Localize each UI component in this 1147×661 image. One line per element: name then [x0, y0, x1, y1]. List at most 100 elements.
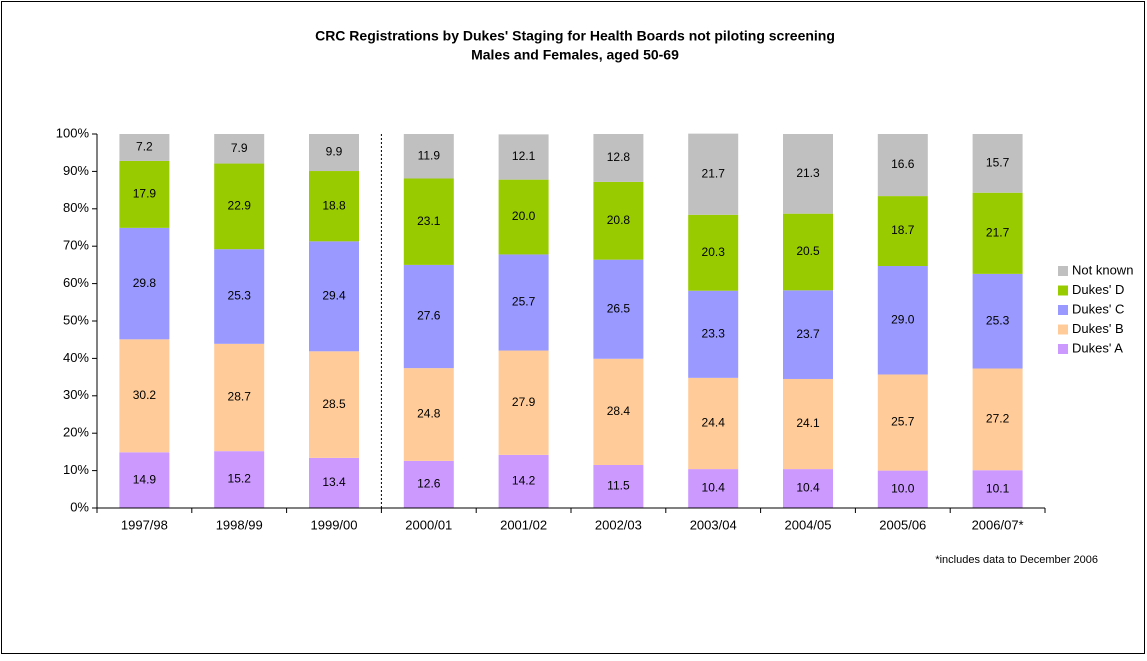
chart-subtitle: Males and Females, aged 50-69: [471, 47, 679, 63]
data-label: 20.5: [796, 244, 820, 258]
bar-segment: [498, 254, 549, 351]
data-label: 27.9: [512, 395, 536, 409]
x-tick-label: 2000/01: [405, 517, 452, 532]
bar-segment: [403, 460, 454, 508]
bar-segment: [783, 290, 833, 379]
bar-segment: [783, 213, 833, 291]
data-label: 23.3: [702, 326, 726, 340]
bar-segment: [119, 227, 170, 340]
bar-segment: [309, 351, 359, 458]
data-label: 11.5: [607, 479, 630, 493]
bar-segment: [119, 339, 170, 453]
x-tick-label: 2004/05: [785, 517, 832, 532]
data-label: 22.9: [228, 199, 252, 213]
bar-segment: [214, 343, 265, 452]
data-label: 10.0: [891, 481, 915, 495]
bar-segment: [972, 470, 1023, 508]
bar-segment: [593, 464, 644, 508]
y-tick-label: 90%: [63, 163, 89, 178]
bar-segment: [593, 181, 644, 260]
bar-segment: [403, 178, 454, 265]
bar-segment: [119, 160, 170, 228]
legend-label: Dukes' A: [1072, 340, 1123, 355]
data-label: 17.9: [133, 187, 157, 201]
chart-title: CRC Registrations by Dukes' Staging for …: [315, 28, 835, 44]
data-label: 20.0: [512, 209, 536, 223]
bar-segment: [972, 368, 1023, 471]
y-tick-label: 50%: [63, 312, 89, 327]
data-label: 12.6: [417, 477, 441, 491]
bar-segment: [593, 259, 644, 359]
data-label: 21.7: [702, 166, 726, 180]
bar-segment: [972, 273, 1023, 369]
bar-segment: [498, 179, 549, 255]
x-tick-label: 2002/03: [595, 517, 642, 532]
data-label: 27.6: [417, 309, 441, 323]
bar-segment: [403, 368, 454, 461]
bar-segment: [972, 192, 1023, 274]
legend-swatch: [1058, 344, 1068, 354]
data-label: 25.7: [891, 415, 915, 429]
bar-segment: [783, 469, 833, 508]
y-tick-label: 0%: [70, 499, 89, 514]
data-label: 10.1: [986, 481, 1010, 495]
bar-segment: [783, 378, 833, 470]
bar-segment: [877, 196, 928, 267]
bar-segment: [309, 171, 359, 242]
legend-swatch: [1058, 285, 1068, 296]
data-label: 28.4: [607, 404, 631, 418]
data-label: 28.5: [322, 397, 346, 411]
bar-segment: [688, 377, 739, 470]
legend-label: Dukes' B: [1072, 321, 1124, 336]
y-tick-label: 60%: [63, 275, 89, 290]
legend-swatch: [1058, 324, 1068, 335]
bar-segment: [972, 134, 1023, 193]
data-label: 25.3: [986, 313, 1010, 327]
bar-segment: [498, 134, 549, 180]
bar-segment: [214, 249, 265, 344]
bar-segment: [877, 470, 928, 508]
data-label: 14.9: [133, 472, 157, 486]
bar-segment: [119, 452, 170, 508]
data-label: 21.3: [796, 166, 820, 180]
legend-label: Dukes' D: [1072, 282, 1124, 297]
legend-label: Dukes' C: [1072, 301, 1124, 316]
data-label: 29.0: [891, 312, 915, 326]
bar-segment: [688, 214, 739, 291]
y-tick-label: 20%: [63, 425, 89, 440]
data-label: 7.9: [231, 141, 248, 155]
bar-segment: [688, 290, 739, 378]
x-tick-label: 1999/00: [311, 517, 358, 532]
data-label: 23.7: [796, 327, 820, 341]
data-label: 24.4: [702, 416, 726, 430]
bar-segment: [214, 163, 265, 250]
bar-segment: [119, 134, 170, 161]
data-label: 20.3: [702, 245, 726, 259]
bar-segment: [214, 134, 265, 164]
data-label: 25.7: [512, 295, 536, 309]
legend-swatch: [1058, 266, 1068, 276]
x-tick-label: 2005/06: [879, 517, 926, 532]
data-label: 24.8: [417, 407, 441, 421]
data-label: 29.8: [133, 276, 157, 290]
data-label: 12.8: [607, 150, 631, 164]
x-tick-label: 2001/02: [500, 517, 547, 532]
bar-segment: [877, 374, 928, 471]
data-label: 10.4: [702, 481, 726, 495]
y-tick-label: 70%: [63, 238, 89, 253]
bar-segment: [593, 134, 644, 182]
data-label: 14.2: [512, 474, 536, 488]
data-label: 26.5: [607, 301, 631, 315]
data-label: 18.7: [891, 223, 915, 237]
data-label: 15.7: [986, 156, 1010, 170]
bar-segment: [783, 134, 833, 214]
bar-segment: [593, 358, 644, 465]
data-label: 12.1: [512, 149, 536, 163]
data-label: 18.8: [322, 198, 346, 212]
data-label: 29.4: [322, 288, 346, 302]
bar-segment: [877, 266, 928, 375]
data-label: 11.9: [418, 148, 441, 162]
bar-segment: [309, 134, 359, 172]
